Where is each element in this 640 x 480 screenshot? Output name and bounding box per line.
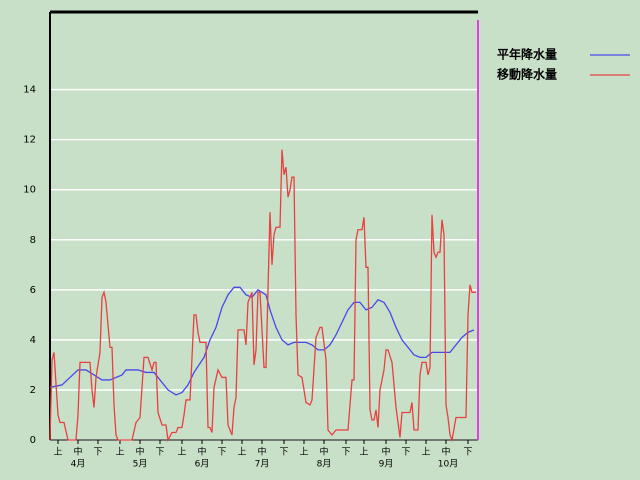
month-label: 4月 [71,459,86,470]
x-tick-label: 下 [341,448,350,458]
x-tick-label: 上 [177,447,186,458]
x-tick-label: 上 [237,447,246,458]
month-label: 7月 [255,459,270,470]
x-tick-label: 下 [401,448,410,458]
x-tick-label: 下 [217,448,226,458]
y-tick-label: 2 [30,385,36,396]
x-tick-label: 上 [53,447,62,458]
y-tick-label: 6 [30,285,36,296]
y-tick-label: 0 [30,435,36,446]
x-tick-label: 中 [197,446,206,458]
legend-label: 平年降水量 [497,47,557,62]
month-label: 9月 [379,459,394,470]
series-line [49,286,475,396]
month-label: 5月 [133,459,148,470]
y-tick-label: 14 [23,85,36,96]
y-tick-label: 12 [23,135,36,146]
x-tick-label: 下 [279,448,288,458]
x-tick-label: 上 [299,447,308,458]
x-tick-label: 中 [257,446,266,458]
x-tick-label: 下 [155,448,164,458]
x-tick-label: 下 [93,448,102,458]
legend-label: 移動降水量 [497,67,557,82]
x-tick-label: 中 [381,446,390,458]
series-line [49,149,476,443]
y-tick-label: 4 [30,335,36,346]
x-tick-label: 中 [73,446,82,458]
month-label: 8月 [317,459,332,470]
x-tick-label: 上 [359,447,368,458]
month-label: 6月 [195,459,210,470]
month-label: 10月 [438,459,458,470]
x-tick-label: 下 [463,448,472,458]
y-tick-label: 8 [30,235,36,246]
x-tick-label: 上 [115,447,124,458]
x-tick-label: 中 [135,446,144,458]
y-tick-label: 10 [23,185,36,196]
x-tick-label: 中 [441,446,450,458]
x-tick-label: 上 [421,447,430,458]
x-tick-label: 中 [319,446,328,458]
